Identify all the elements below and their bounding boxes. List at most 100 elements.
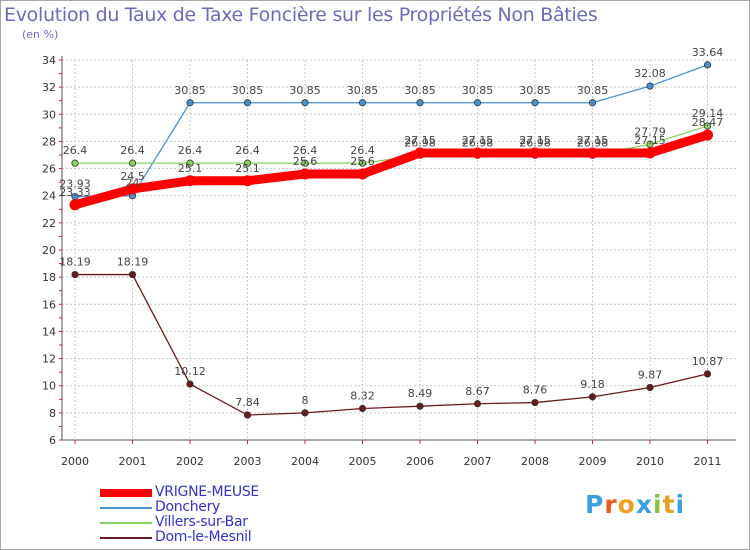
data-point xyxy=(128,270,137,279)
x-tick-label: 2003 xyxy=(234,455,262,468)
data-label: 27.15 xyxy=(519,134,551,147)
data-label: 30.85 xyxy=(519,84,551,97)
series-line-donchery xyxy=(74,64,709,198)
data-point xyxy=(531,398,539,407)
data-label: 33.64 xyxy=(692,46,724,59)
x-tick-label: 2011 xyxy=(694,455,722,468)
y-tick-label: 28 xyxy=(42,135,56,148)
data-label: 30.85 xyxy=(577,84,609,97)
y-tick-label: 22 xyxy=(42,217,56,230)
y-tick-label: 14 xyxy=(42,325,56,338)
unit-label: (en %) xyxy=(22,28,59,41)
x-tick-label: 2010 xyxy=(636,455,664,468)
logo-letter: i xyxy=(653,490,663,519)
x-tick-label: 2008 xyxy=(521,455,549,468)
data-label: 30.85 xyxy=(174,84,206,97)
data-label: 26.4 xyxy=(63,144,88,157)
data-label: 9.18 xyxy=(580,378,605,391)
x-tick-label: 2000 xyxy=(61,455,89,468)
axes: 6 8 10 12 14 16 18 20 22 24 26 28 30 32 34 2000 2001 2002… xyxy=(42,54,736,468)
data-point xyxy=(703,370,712,378)
y-tick-label: 32 xyxy=(42,81,56,94)
data-label: 8.49 xyxy=(408,387,433,400)
data-point xyxy=(644,147,656,159)
x-tick-label: 2001 xyxy=(119,455,147,468)
y-tick-label: 26 xyxy=(42,163,56,176)
data-point xyxy=(128,159,137,167)
data-label: 25.1 xyxy=(178,162,203,175)
y-tick-label: 16 xyxy=(42,298,56,311)
legend-label: Dom-le-Mesnil xyxy=(155,529,252,545)
data-label: 10.87 xyxy=(692,355,724,368)
data-label: 27.15 xyxy=(577,134,609,147)
data-label: 25.1 xyxy=(235,162,260,175)
data-label: 29.14 xyxy=(692,107,724,120)
data-label: 32.08 xyxy=(634,67,666,80)
data-point xyxy=(703,122,712,130)
y-tick-label: 6 xyxy=(49,434,56,447)
logo-letter: o xyxy=(617,490,636,519)
data-label: 23.93 xyxy=(59,178,91,191)
legend-swatch xyxy=(100,489,152,497)
data-point xyxy=(358,404,367,413)
data-point xyxy=(243,99,252,107)
data-point xyxy=(588,393,597,401)
x-tick-label: 2007 xyxy=(464,455,492,468)
chart-title: Evolution du Taux de Taxe Foncière sur l… xyxy=(4,4,598,26)
data-point xyxy=(299,168,311,180)
data-label: 26.98 xyxy=(519,136,551,149)
data-label: 30.85 xyxy=(289,84,321,97)
data-label: 27.15 xyxy=(404,134,436,147)
data-label: 25.6 xyxy=(293,155,318,168)
data-label: 8 xyxy=(302,394,309,407)
data-label: 24.5 xyxy=(120,170,145,183)
data-label: 26.98 xyxy=(462,136,494,149)
y-tick-label: 10 xyxy=(42,380,56,393)
proxiti-logo: Proxiti xyxy=(585,490,685,519)
data-point xyxy=(301,409,309,417)
logo-letter: x xyxy=(635,490,653,519)
data-label: 27.79 xyxy=(634,125,666,138)
data-label: 26.4 xyxy=(235,144,260,157)
data-labels: 18.19 18.19 10.12 7.84 8 8.32 8.49 8.67 8.76 9.18… xyxy=(59,46,723,409)
data-point xyxy=(473,99,482,107)
data-point xyxy=(71,270,79,279)
data-label: 30.85 xyxy=(404,84,436,97)
data-label: 30.85 xyxy=(232,84,264,97)
data-point xyxy=(588,99,597,107)
y-tick-label: 30 xyxy=(42,108,56,121)
data-point xyxy=(242,175,253,187)
data-point xyxy=(69,199,81,211)
x-tick-label: 2002 xyxy=(176,455,204,468)
data-point xyxy=(646,383,654,392)
data-label: 7.84 xyxy=(235,396,260,409)
data-label: 24 xyxy=(126,177,140,190)
data-point xyxy=(186,159,194,167)
data-point xyxy=(416,99,424,107)
data-point xyxy=(473,400,482,408)
series-line-vrigne-meuse xyxy=(70,130,712,210)
logo-letter: P xyxy=(585,490,605,519)
data-label: 8.76 xyxy=(523,384,548,397)
data-point xyxy=(127,183,138,195)
data-label: 30.85 xyxy=(347,84,379,97)
y-tick-label: 24 xyxy=(42,190,56,203)
series-line-villers-sur-bar xyxy=(74,125,709,164)
y-tick-label: 18 xyxy=(42,271,56,284)
data-point xyxy=(702,129,713,141)
data-point xyxy=(531,99,539,107)
logo-letter: r xyxy=(604,490,618,519)
data-label: 18.19 xyxy=(117,256,149,269)
x-tick-label: 2006 xyxy=(406,455,434,468)
legend-swatch xyxy=(100,507,152,509)
data-label: 27.15 xyxy=(634,134,666,147)
data-label: 26.98 xyxy=(404,136,436,149)
data-label: 26.4 xyxy=(293,144,318,157)
data-label: 26.4 xyxy=(178,144,203,157)
data-point xyxy=(186,380,194,388)
data-point xyxy=(358,159,367,167)
logo-letter: i xyxy=(675,490,686,519)
data-point xyxy=(301,99,309,107)
data-label: 28.47 xyxy=(692,116,724,129)
